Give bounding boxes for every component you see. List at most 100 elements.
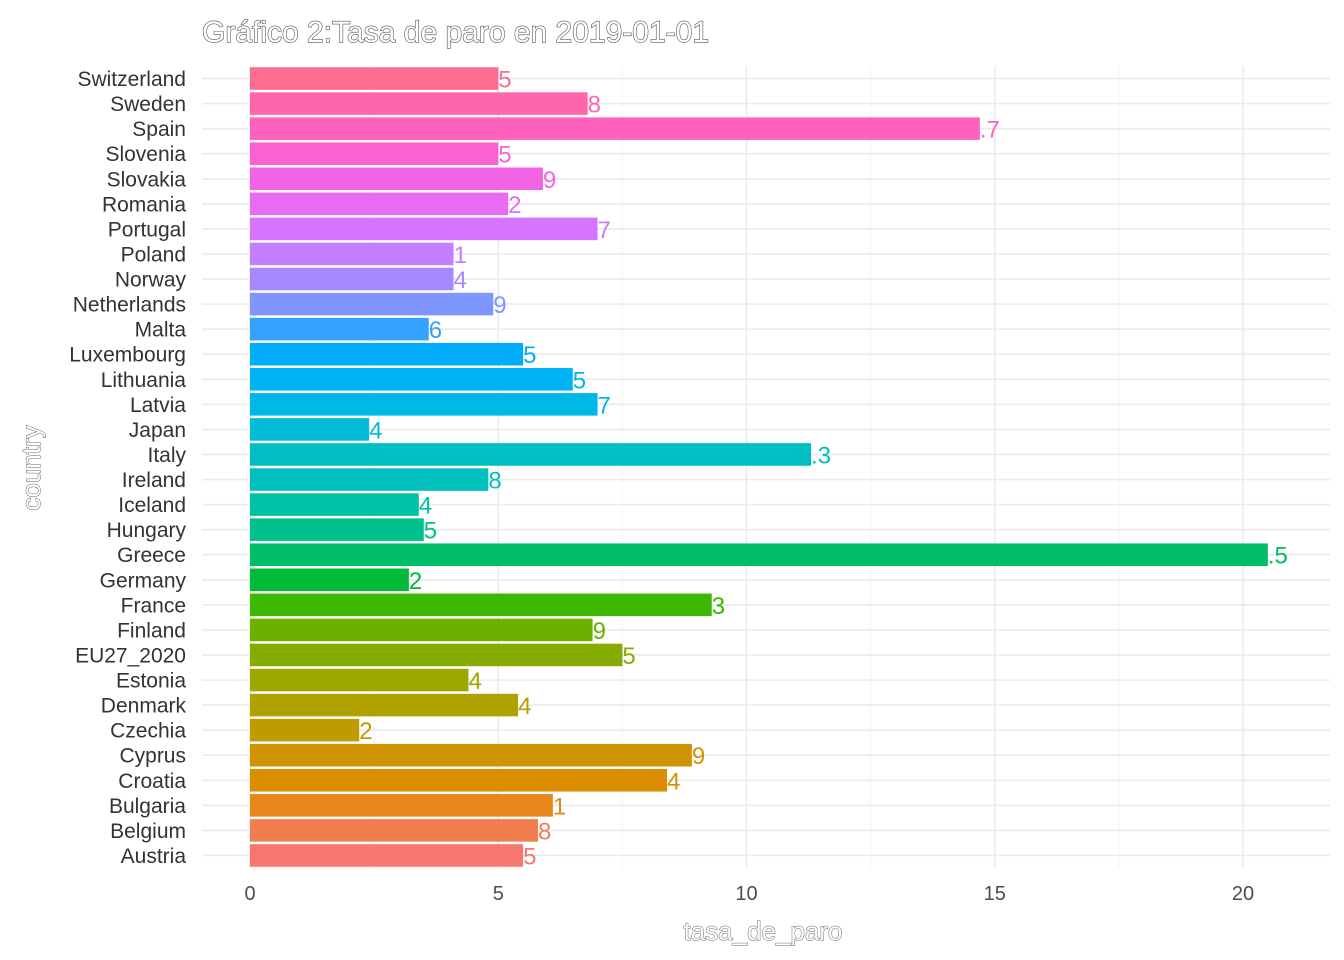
bar-switzerland — [250, 67, 499, 90]
data-label: 1 — [454, 242, 467, 269]
data-label: 8 — [488, 468, 501, 495]
y-tick-label: Lithuania — [101, 369, 187, 392]
y-axis-ticks: AustriaBelgiumBulgariaCroatiaCyprusCzech… — [69, 68, 186, 868]
bar-lithuania — [250, 368, 573, 391]
data-label: 4 — [454, 267, 467, 294]
y-tick-label: Norway — [115, 269, 187, 292]
y-tick-label: Croatia — [118, 770, 186, 793]
bar-france — [250, 593, 712, 617]
data-label: 9 — [692, 743, 705, 770]
y-tick-label: Spain — [132, 118, 186, 141]
data-label: 9 — [593, 618, 606, 645]
y-tick-label: Slovakia — [107, 168, 187, 191]
y-tick-label: Luxembourg — [69, 344, 186, 367]
bar-eu27-2020 — [250, 643, 623, 667]
data-label: 2 — [359, 718, 372, 745]
y-tick-label: Iceland — [118, 494, 186, 517]
bar-slovakia — [250, 167, 543, 191]
y-tick-label: Denmark — [101, 695, 187, 718]
y-tick-label: Netherlands — [73, 294, 186, 317]
bar-sweden — [250, 92, 588, 115]
y-tick-label: Japan — [129, 419, 186, 442]
y-axis-title: country — [16, 425, 46, 510]
bar-ireland — [250, 468, 489, 491]
data-label: .5 — [1268, 543, 1288, 570]
data-label: 4 — [667, 768, 680, 795]
bar-denmark — [250, 693, 519, 717]
data-label: 6 — [429, 317, 442, 344]
bars-group — [250, 67, 1268, 867]
bar-slovenia — [250, 142, 499, 165]
bar-estonia — [250, 668, 469, 692]
x-tick-label: 10 — [735, 883, 757, 905]
x-tick-label: 5 — [493, 883, 504, 905]
bar-finland — [250, 618, 593, 642]
bar-italy — [250, 443, 812, 466]
y-tick-label: Finland — [117, 619, 186, 642]
x-axis-title: tasa_de_paro — [683, 916, 842, 946]
y-tick-label: Malta — [135, 319, 187, 342]
data-label: 9 — [493, 292, 506, 319]
data-label: 5 — [498, 142, 511, 169]
bar-belgium — [250, 819, 538, 842]
y-tick-label: Ireland — [122, 469, 186, 492]
data-label: 4 — [369, 417, 382, 444]
x-tick-label: 20 — [1232, 883, 1254, 905]
data-label: 5 — [523, 342, 536, 369]
y-tick-label: Estonia — [116, 670, 186, 693]
bar-austria — [250, 844, 524, 867]
bar-norway — [250, 267, 454, 291]
data-label: 2 — [409, 568, 422, 595]
data-label: 4 — [518, 693, 531, 720]
data-label: 8 — [538, 818, 551, 845]
data-label: 5 — [424, 518, 437, 545]
data-label: 1 — [553, 793, 566, 820]
y-tick-label: Switzerland — [77, 68, 186, 91]
bar-hungary — [250, 518, 424, 541]
y-tick-label: France — [121, 594, 186, 617]
y-tick-label: Bulgaria — [109, 795, 186, 818]
y-tick-label: Hungary — [107, 519, 187, 542]
y-tick-label: EU27_2020 — [75, 644, 186, 667]
chart-title: Gráfico 2:Tasa de paro en 2019-01-01 — [202, 16, 709, 49]
bar-bulgaria — [250, 794, 553, 817]
y-tick-label: Cyprus — [119, 745, 186, 768]
data-label: 4 — [468, 668, 481, 695]
y-tick-label: Germany — [100, 569, 187, 592]
bar-luxembourg — [250, 342, 524, 366]
bar-croatia — [250, 769, 668, 792]
bar-romania — [250, 192, 509, 216]
bar-cyprus — [250, 743, 692, 767]
x-axis-ticks: 0 5 10 15 20 — [244, 883, 1254, 905]
bar-portugal — [250, 217, 598, 241]
data-label: .3 — [811, 442, 831, 469]
data-label: 5 — [523, 843, 536, 870]
bar-malta — [250, 317, 429, 341]
y-tick-label: Portugal — [108, 218, 186, 241]
bar-germany — [250, 568, 409, 592]
data-label: 8 — [588, 92, 601, 119]
bar-japan — [250, 418, 370, 441]
bar-poland — [250, 242, 454, 266]
y-tick-label: Italy — [147, 444, 186, 467]
bar-iceland — [250, 493, 419, 516]
y-tick-label: Romania — [102, 193, 186, 216]
y-tick-label: Belgium — [110, 820, 186, 843]
data-label: 3 — [712, 593, 725, 620]
data-label: 5 — [573, 367, 586, 394]
x-tick-label: 0 — [244, 883, 255, 905]
data-label: 7 — [598, 217, 611, 244]
y-tick-label: Poland — [121, 243, 186, 266]
y-tick-label: Austria — [121, 845, 187, 868]
data-label: 4 — [419, 493, 432, 520]
data-label: 5 — [622, 643, 635, 670]
y-tick-label: Latvia — [130, 394, 186, 417]
data-label: .7 — [980, 117, 1000, 144]
bar-netherlands — [250, 292, 494, 316]
data-label: 7 — [598, 392, 611, 419]
bar-czechia — [250, 718, 360, 742]
y-tick-label: Slovenia — [105, 143, 186, 166]
y-tick-label: Greece — [117, 544, 186, 567]
